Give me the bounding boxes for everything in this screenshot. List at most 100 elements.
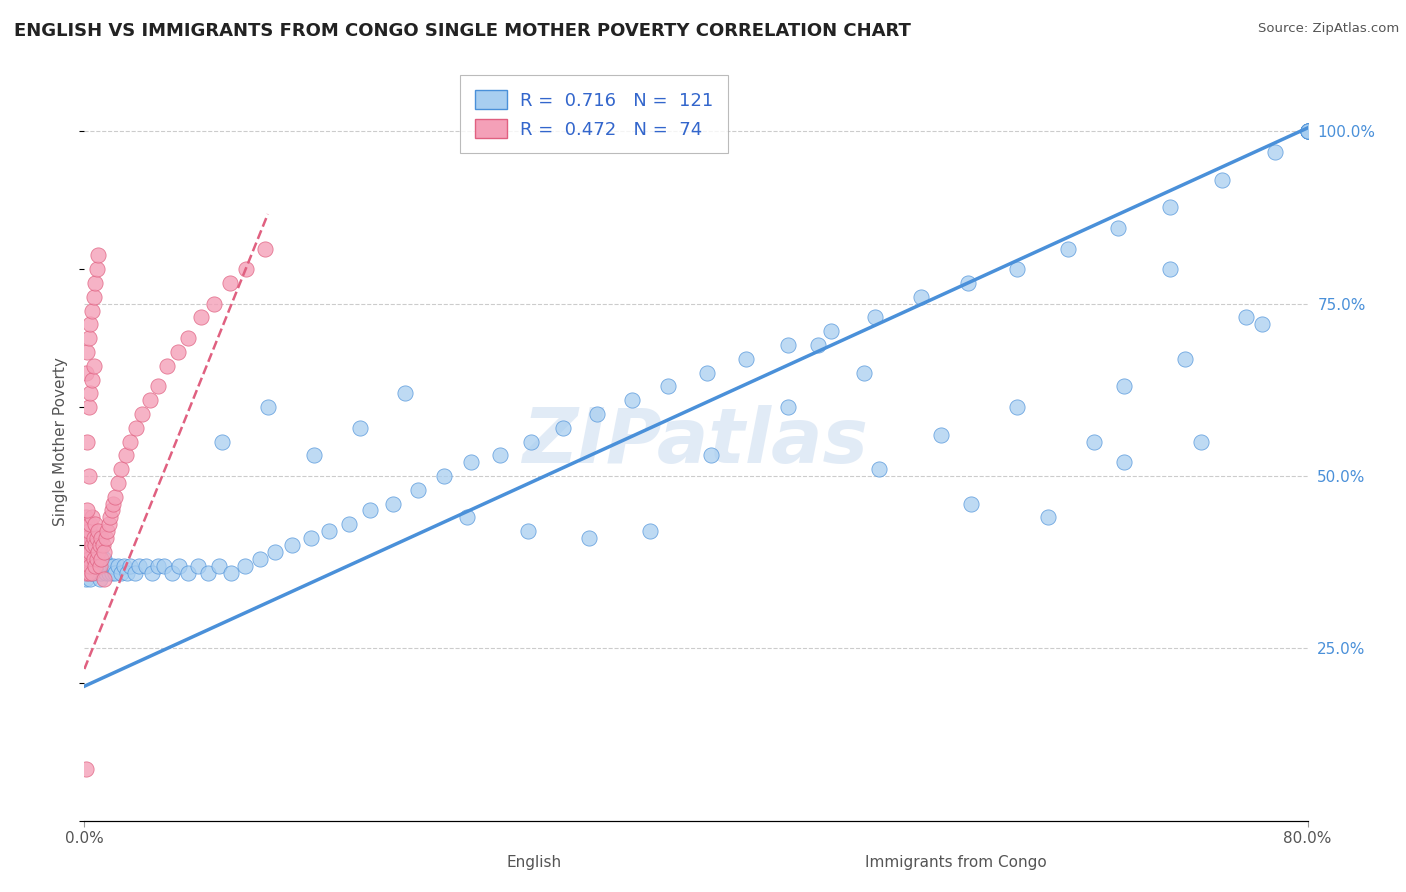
Point (86, 538, 108, 552)
Point (79, 558, 101, 573)
Point (1211, 172, 1233, 186)
Point (79, 517, 101, 532)
Point (80, 372, 103, 386)
Point (863, 310, 886, 325)
Point (235, 262, 257, 277)
Point (107, 475, 129, 490)
Point (79, 386, 101, 401)
Point (89, 538, 111, 552)
Point (76, 538, 98, 552)
Point (77, 545, 100, 559)
Point (97, 566, 120, 580)
Point (77, 524, 100, 538)
Point (89, 558, 111, 573)
Point (86, 551, 108, 566)
Point (77, 469, 100, 483)
Point (90, 531, 112, 545)
Point (156, 359, 179, 373)
Point (735, 351, 758, 366)
Point (93, 551, 115, 566)
Point (957, 276, 980, 290)
Point (110, 462, 132, 476)
Point (128, 558, 150, 573)
Point (551, 421, 574, 435)
Point (84, 276, 107, 290)
Point (167, 558, 190, 573)
Point (1296, 124, 1319, 138)
Point (104, 490, 127, 504)
Point (76, 345, 98, 359)
Point (160, 566, 183, 580)
Point (253, 242, 276, 256)
Point (84, 538, 107, 552)
Point (281, 538, 304, 552)
Point (960, 497, 983, 511)
Point (1114, 455, 1136, 469)
Point (77, 566, 100, 580)
Point (146, 558, 169, 573)
Point (87, 248, 110, 262)
Point (141, 566, 163, 580)
Point (83, 558, 105, 573)
Point (131, 407, 153, 421)
Point (124, 566, 146, 580)
Point (249, 551, 271, 566)
Point (1236, 310, 1258, 325)
Point (190, 310, 212, 325)
Point (80, 510, 103, 524)
Point (433, 469, 456, 483)
Point (807, 338, 830, 352)
Point (94, 531, 117, 545)
Point (91, 538, 114, 552)
Point (135, 558, 157, 573)
Point (208, 558, 231, 573)
Point (202, 296, 225, 310)
Text: Immigrants from Congo: Immigrants from Congo (865, 855, 1047, 870)
Point (75, 566, 97, 580)
Point (1036, 510, 1059, 524)
Point (516, 524, 538, 538)
Point (90, 566, 112, 580)
Point (76, 558, 98, 573)
Y-axis label: Single Mother Poverty: Single Mother Poverty (53, 357, 69, 526)
Point (264, 545, 287, 559)
Point (929, 427, 952, 442)
Point (83, 290, 105, 304)
Point (1296, 124, 1319, 138)
Point (86, 262, 108, 277)
Point (1296, 124, 1319, 138)
Point (89, 545, 111, 559)
Point (1250, 318, 1272, 332)
Point (1159, 262, 1181, 277)
Point (115, 566, 138, 580)
Point (77, 551, 100, 566)
Text: ZIPatlas: ZIPatlas (523, 405, 869, 478)
Point (80, 531, 103, 545)
Point (197, 566, 219, 580)
Point (75, 531, 97, 545)
Point (75, 762, 97, 776)
Point (80, 551, 103, 566)
Point (80, 538, 103, 552)
Point (80, 303, 103, 318)
Point (166, 345, 188, 359)
Point (520, 434, 543, 449)
Point (776, 338, 799, 352)
Point (120, 434, 142, 449)
Point (120, 558, 142, 573)
Point (83, 551, 105, 566)
Point (869, 462, 891, 476)
Point (103, 558, 125, 573)
Point (75, 573, 97, 587)
Point (77, 566, 100, 580)
Point (1005, 262, 1028, 277)
Point (91, 558, 114, 573)
Point (83, 545, 105, 559)
Point (456, 510, 478, 524)
Point (349, 421, 371, 435)
Point (84, 558, 107, 573)
Point (1056, 242, 1078, 256)
Point (337, 517, 360, 532)
Point (75, 551, 97, 566)
Point (75, 524, 97, 538)
